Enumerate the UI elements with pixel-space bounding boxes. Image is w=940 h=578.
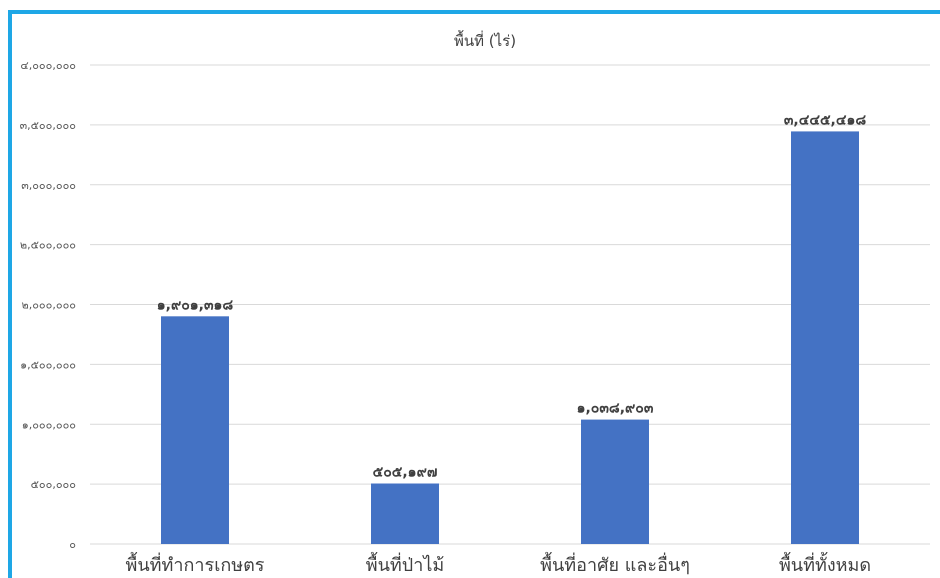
bar — [791, 131, 859, 544]
y-tick-label: ๕๐๐,๐๐๐ — [31, 478, 76, 491]
y-tick-label: ๒,๕๐๐,๐๐๐ — [20, 239, 76, 252]
data-label: ๕๐๕,๑๙๗ — [373, 465, 438, 481]
y-tick-label: ๓,๐๐๐,๐๐๐ — [21, 179, 76, 192]
y-tick-label: ๔,๐๐๐,๐๐๐ — [20, 59, 76, 72]
category-label: พื้นที่ป่าไม้ — [366, 552, 445, 576]
data-label: ๓,๔๔๕,๔๑๘ — [784, 112, 866, 128]
bar — [371, 483, 439, 544]
data-label: ๑,๙๐๑,๓๑๘ — [157, 297, 234, 313]
y-tick-label: ๒,๐๐๐,๐๐๐ — [21, 299, 76, 312]
category-label: พื้นที่ทำการเกษตร — [126, 552, 265, 576]
y-axis-ticks: ๐ ๕๐๐,๐๐๐ ๑,๐๐๐,๐๐๐ ๑,๕๐๐,๐๐๐ ๒,๐๐๐,๐๐๐ ๒,๕๐๐… — [20, 59, 76, 551]
category-label: พื้นที่ทั้งหมด — [779, 552, 871, 576]
frame-border-left — [8, 10, 12, 578]
x-axis-categories: พื้นที่ทำการเกษตร พื้นที่ป่าไม้ พื้นที่อาศ… — [126, 552, 872, 576]
bar — [581, 419, 649, 544]
y-tick-label: ๑,๕๐๐,๐๐๐ — [20, 358, 76, 371]
gridlines — [90, 64, 930, 545]
y-tick-label: ๓,๕๐๐,๐๐๐ — [20, 119, 76, 132]
category-label: พื้นที่อาศัย และอื่นๆ — [540, 552, 690, 576]
bar — [161, 316, 229, 544]
y-tick-label: ๐ — [69, 538, 76, 551]
y-tick-label: ๑,๐๐๐,๐๐๐ — [22, 418, 76, 431]
data-label: ๑,๐๓๘,๙๐๓ — [577, 401, 654, 417]
frame-border-top — [8, 10, 940, 14]
chart-title: พื้นที่ (ไร่) — [454, 30, 516, 50]
bars — [161, 131, 859, 544]
